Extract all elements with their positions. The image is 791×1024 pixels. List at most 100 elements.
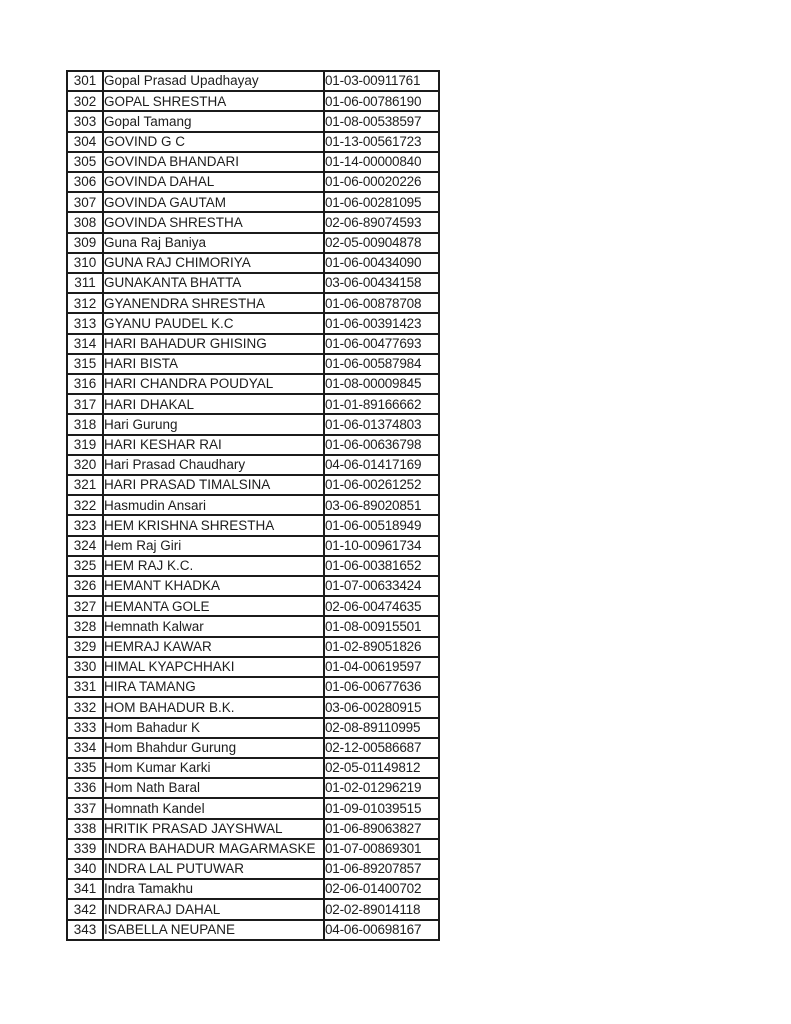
serial-cell: 309 (67, 232, 103, 253)
serial-cell: 326 (67, 576, 103, 597)
serial-cell: 335 (67, 757, 103, 779)
serial-cell: 302 (67, 91, 103, 112)
id-cell: 02-05-00904878 (324, 232, 439, 253)
serial-cell: 316 (67, 374, 103, 395)
table-row: 339 INDRA BAHADUR MAGARMASKE 01-07-0086930… (67, 838, 439, 859)
name-cell: Hemnath Kalwar (103, 616, 324, 637)
serial-cell: 303 (67, 111, 103, 132)
serial-cell: 307 (67, 192, 103, 213)
name-cell: HEM KRISHNA SHRESTHA (103, 515, 324, 536)
id-cell: 01-06-00587984 (324, 353, 439, 375)
serial-cell: 320 (67, 454, 103, 476)
id-cell: 04-06-01417169 (324, 454, 439, 476)
name-cell: GYANENDRA SHRESTHA (103, 293, 324, 314)
serial-cell: 323 (67, 515, 103, 536)
table-row: 330 HIMAL KYAPCHHAKI 01-04-00619597 (67, 656, 439, 678)
name-cell: HARI PRASAD TIMALSINA (103, 475, 324, 496)
table-row: 336 Hom Nath Baral 01-02-01296219 (67, 778, 439, 799)
name-cell: Hom Bhahdur Gurung (103, 737, 324, 758)
table-row: 343 ISABELLA NEUPANE 04-06-00698167 (67, 919, 439, 940)
serial-cell: 338 (67, 818, 103, 839)
id-cell: 01-08-00538597 (324, 111, 439, 132)
id-cell: 01-03-00911761 (324, 71, 439, 92)
name-cell: HEM RAJ K.C. (103, 555, 324, 577)
id-cell: 03-06-00280915 (324, 697, 439, 718)
table-row: 340 INDRA LAL PUTUWAR 01-06-89207857 (67, 858, 439, 880)
id-cell: 01-02-89051826 (324, 636, 439, 657)
name-cell: INDRARAJ DAHAL (103, 899, 324, 920)
table-row: 323 HEM KRISHNA SHRESTHA 01-06-00518949 (67, 515, 439, 536)
name-cell: HARI BISTA (103, 353, 324, 375)
name-cell: GOVINDA SHRESTHA (103, 212, 324, 233)
name-cell: HEMANT KHADKA (103, 576, 324, 597)
table-row: 331 HIRA TAMANG 01-06-00677636 (67, 677, 439, 698)
table-row: 317 HARI DHAKAL 01-01-89166662 (67, 394, 439, 415)
serial-cell: 319 (67, 434, 103, 455)
table-row: 308 GOVINDA SHRESTHA 02-06-89074593 (67, 212, 439, 233)
name-cell: Hasmudin Ansari (103, 495, 324, 516)
table-row: 320 Hari Prasad Chaudhary 04-06-01417169 (67, 454, 439, 476)
table-row: 306 GOVINDA DAHAL 01-06-00020226 (67, 172, 439, 193)
id-cell: 01-06-00020226 (324, 172, 439, 193)
name-cell: INDRA LAL PUTUWAR (103, 858, 324, 880)
id-cell: 01-06-00391423 (324, 313, 439, 334)
serial-cell: 308 (67, 212, 103, 233)
serial-cell: 311 (67, 273, 103, 294)
name-cell: Guna Raj Baniya (103, 232, 324, 253)
id-cell: 01-07-00869301 (324, 838, 439, 859)
name-cell: ISABELLA NEUPANE (103, 919, 324, 940)
serial-cell: 325 (67, 555, 103, 577)
table-row: 302 GOPAL SHRESTHA 01-06-00786190 (67, 91, 439, 112)
id-cell: 01-06-00636798 (324, 434, 439, 455)
name-cell: Hari Gurung (103, 414, 324, 435)
table-row: 301 Gopal Prasad Upadhayay 01-03-00911761 (67, 71, 439, 92)
id-cell: 03-06-89020851 (324, 495, 439, 516)
id-cell: 01-10-00961734 (324, 535, 439, 556)
serial-cell: 324 (67, 535, 103, 556)
id-cell: 01-06-00677636 (324, 677, 439, 698)
table-row: 327 HEMANTA GOLE 02-06-00474635 (67, 596, 439, 617)
table-row: 303 Gopal Tamang 01-08-00538597 (67, 111, 439, 132)
name-cell: Gopal Prasad Upadhayay (103, 71, 324, 92)
serial-cell: 329 (67, 636, 103, 657)
id-cell: 01-06-89063827 (324, 818, 439, 839)
name-cell: HEMRAJ KAWAR (103, 636, 324, 657)
table-row: 326 HEMANT KHADKA 01-07-00633424 (67, 576, 439, 597)
serial-cell: 336 (67, 778, 103, 799)
id-cell: 01-09-01039515 (324, 798, 439, 819)
name-cell: INDRA BAHADUR MAGARMASKE (103, 838, 324, 859)
table-row: 325 HEM RAJ K.C. 01-06-00381652 (67, 555, 439, 577)
serial-cell: 328 (67, 616, 103, 637)
id-cell: 01-06-00434090 (324, 252, 439, 274)
name-cell: HARI BAHADUR GHISING (103, 333, 324, 354)
id-cell: 04-06-00698167 (324, 919, 439, 940)
serial-cell: 330 (67, 656, 103, 678)
table-row: 333 Hom Bahadur K 02-08-89110995 (67, 717, 439, 738)
id-cell: 02-06-89074593 (324, 212, 439, 233)
id-cell: 02-02-89014118 (324, 899, 439, 920)
id-cell: 01-07-00633424 (324, 576, 439, 597)
serial-cell: 304 (67, 131, 103, 152)
name-cell: GOPAL SHRESTHA (103, 91, 324, 112)
name-cell: GUNAKANTA BHATTA (103, 273, 324, 294)
id-cell: 01-06-00878708 (324, 293, 439, 314)
table-row: 313 GYANU PAUDEL K.C 01-06-00391423 (67, 313, 439, 334)
id-cell: 02-06-01400702 (324, 879, 439, 900)
table-row: 337 Homnath Kandel 01-09-01039515 (67, 798, 439, 819)
table-row: 309 Guna Raj Baniya 02-05-00904878 (67, 232, 439, 253)
name-cell: GOVINDA BHANDARI (103, 151, 324, 173)
name-cell: HARI KESHAR RAI (103, 434, 324, 455)
id-cell: 01-06-89207857 (324, 858, 439, 880)
name-cell: Gopal Tamang (103, 111, 324, 132)
id-cell: 01-02-01296219 (324, 778, 439, 799)
name-cell: HIMAL KYAPCHHAKI (103, 656, 324, 678)
name-cell: GOVIND G C (103, 131, 324, 152)
serial-cell: 314 (67, 333, 103, 354)
table-row: 305 GOVINDA BHANDARI 01-14-00000840 (67, 151, 439, 173)
serial-cell: 305 (67, 151, 103, 173)
table-row: 316 HARI CHANDRA POUDYAL 01-08-00009845 (67, 374, 439, 395)
id-cell: 01-06-00786190 (324, 91, 439, 112)
table-row: 315 HARI BISTA 01-06-00587984 (67, 353, 439, 375)
table-row: 324 Hem Raj Giri 01-10-00961734 (67, 535, 439, 556)
